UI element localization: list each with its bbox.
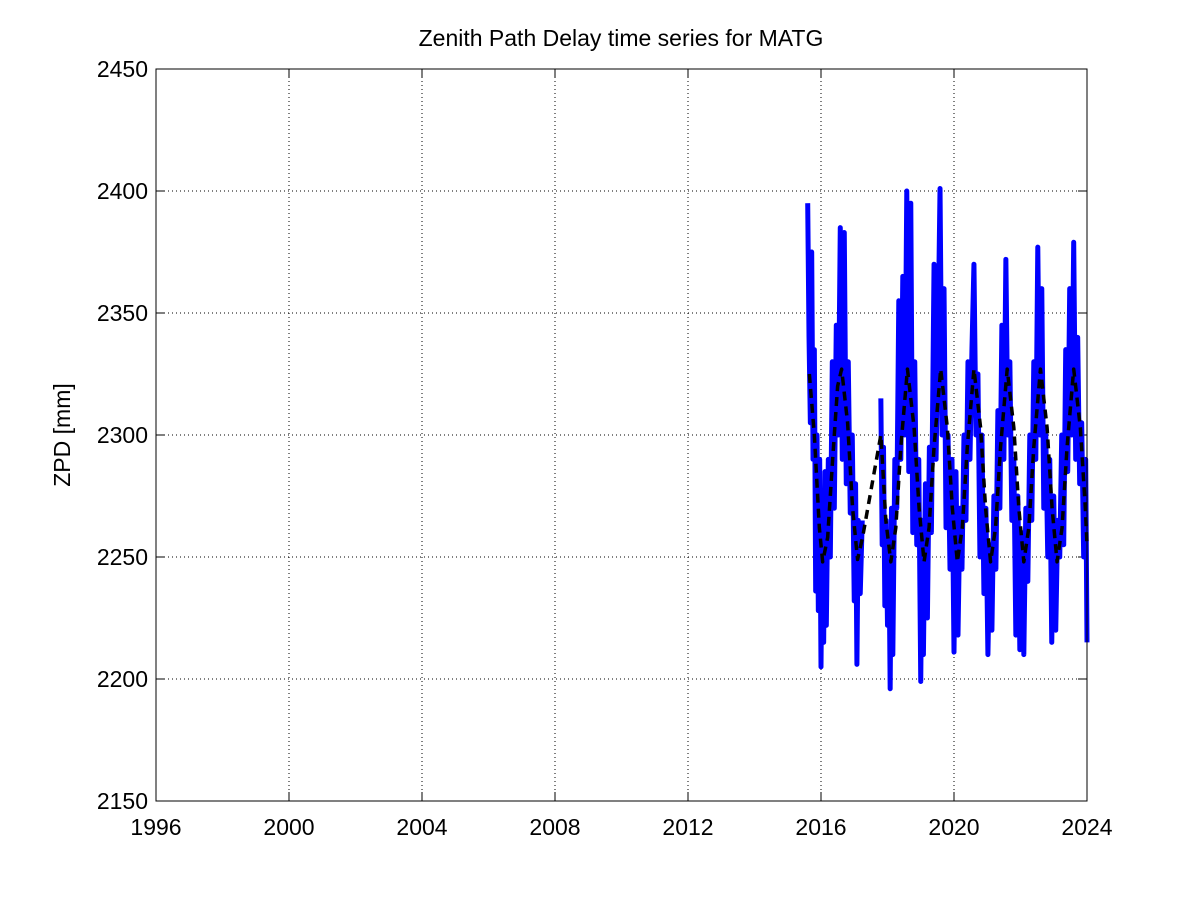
x-tick-label: 2008 — [529, 814, 580, 840]
x-tick-label: 2004 — [396, 814, 447, 840]
data-line — [807, 367, 1089, 564]
x-tick-label: 2012 — [662, 814, 713, 840]
y-axis-label: ZPD [mm] — [49, 383, 75, 487]
y-tick-label: 2350 — [97, 300, 148, 326]
y-tick-label: 2150 — [97, 788, 148, 814]
x-tick-label: 2016 — [795, 814, 846, 840]
y-tick-label: 2450 — [97, 56, 148, 82]
x-tick-label: 2020 — [928, 814, 979, 840]
chart-title: Zenith Path Delay time series for MATG — [419, 25, 824, 51]
x-tick-label: 2024 — [1061, 814, 1112, 840]
y-tick-label: 2250 — [97, 544, 148, 570]
y-tick-label: 2200 — [97, 666, 148, 692]
y-tick-label: 2400 — [97, 178, 148, 204]
y-tick-label: 2300 — [97, 422, 148, 448]
x-tick-label: 2000 — [263, 814, 314, 840]
x-tick-label: 1996 — [130, 814, 181, 840]
plot-frame — [155, 68, 1088, 802]
